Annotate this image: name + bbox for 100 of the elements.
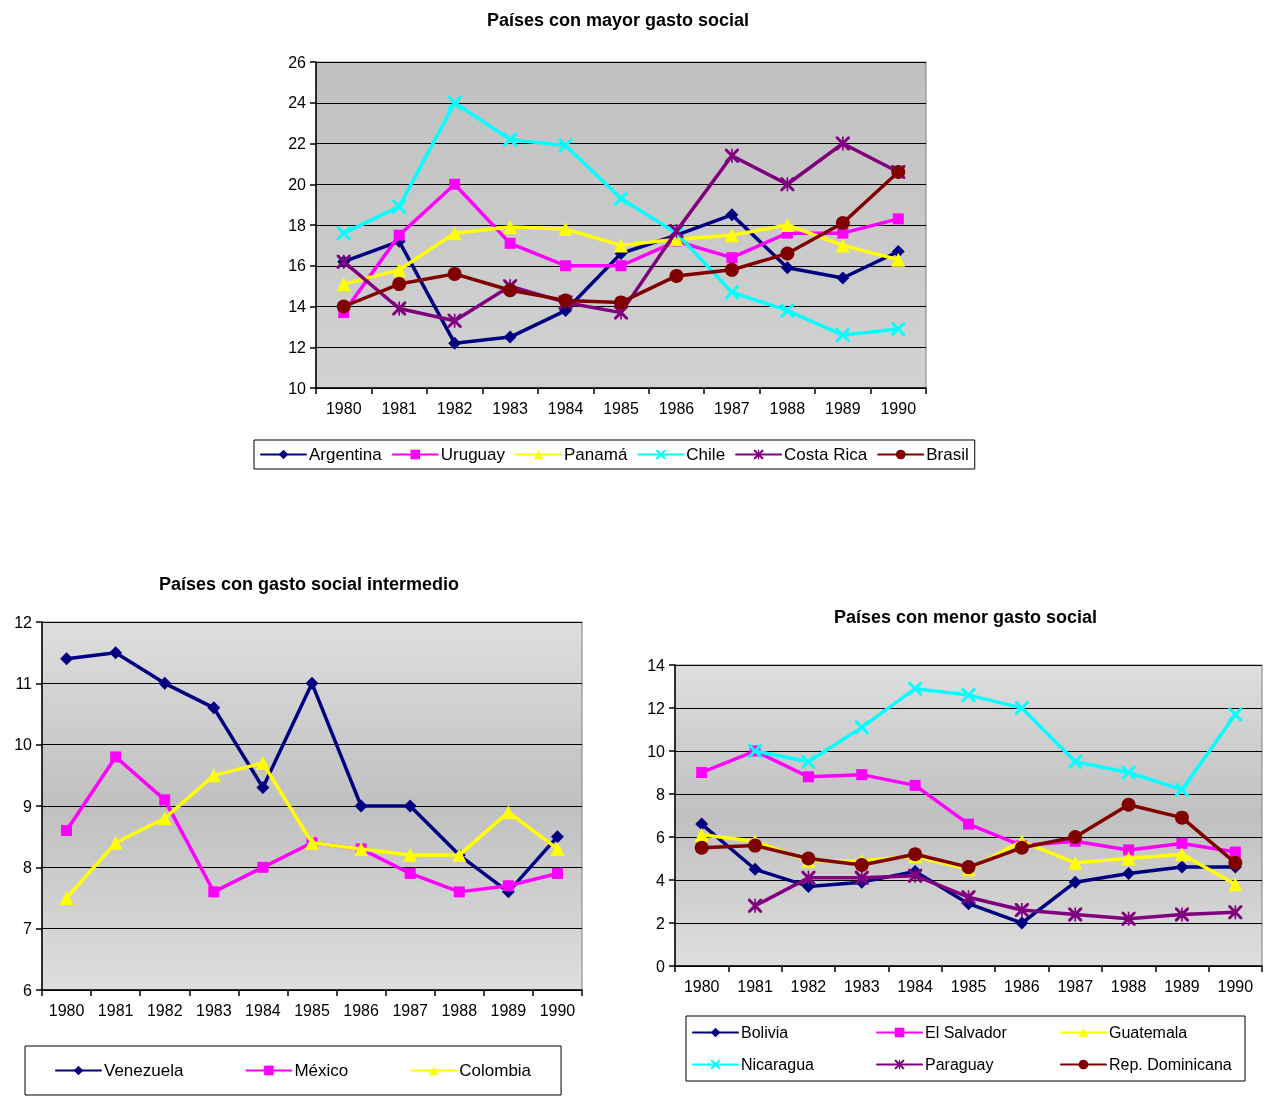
y-tick-label: 10 bbox=[288, 379, 307, 397]
point bbox=[801, 754, 816, 769]
y-tick-label: 4 bbox=[656, 871, 666, 889]
point bbox=[157, 811, 172, 826]
legend-label: Venezuela bbox=[104, 1061, 184, 1080]
x-tick-label: 1990 bbox=[539, 1001, 576, 1019]
y-tick-label: 14 bbox=[288, 298, 307, 315]
chart-title: Países con gasto social intermedio bbox=[158, 574, 460, 594]
point bbox=[1014, 903, 1029, 918]
point bbox=[963, 818, 974, 830]
point bbox=[550, 830, 564, 844]
point bbox=[801, 879, 815, 893]
point bbox=[336, 226, 351, 241]
y-tick-label: 12 bbox=[288, 338, 307, 356]
point bbox=[854, 857, 869, 872]
point bbox=[448, 336, 462, 350]
point bbox=[447, 266, 462, 281]
point bbox=[835, 215, 850, 230]
point bbox=[835, 136, 850, 151]
point bbox=[551, 867, 563, 879]
point bbox=[159, 794, 171, 806]
y-tick-label: 11 bbox=[15, 674, 33, 692]
point bbox=[1228, 707, 1243, 722]
x-tick-label: 1986 bbox=[343, 1001, 379, 1019]
point bbox=[856, 769, 868, 781]
point bbox=[336, 277, 351, 292]
point bbox=[891, 252, 906, 267]
y-tick-label: 12 bbox=[647, 699, 666, 717]
point bbox=[802, 771, 814, 783]
point bbox=[502, 880, 514, 892]
point bbox=[780, 261, 794, 275]
x-tick-label: 1981 bbox=[97, 1001, 134, 1019]
legend-label: Argentina bbox=[309, 445, 383, 464]
point bbox=[780, 246, 795, 261]
x-tick-label: 1990 bbox=[1217, 977, 1254, 995]
x-tick-label: 1988 bbox=[441, 1001, 478, 1019]
point bbox=[59, 891, 74, 905]
point bbox=[158, 676, 172, 690]
point bbox=[403, 799, 417, 813]
y-tick-label: 2 bbox=[656, 914, 666, 932]
point bbox=[1068, 907, 1083, 922]
point bbox=[110, 751, 122, 763]
point bbox=[615, 260, 627, 272]
x-tick-label: 1986 bbox=[658, 399, 695, 417]
y-tick-label: 8 bbox=[23, 858, 33, 876]
point bbox=[908, 681, 923, 696]
point bbox=[1014, 701, 1029, 715]
x-tick-label: 1984 bbox=[897, 977, 934, 995]
x-tick-label: 1980 bbox=[325, 399, 362, 417]
point bbox=[748, 898, 763, 913]
x-tick-label: 1983 bbox=[196, 1001, 232, 1019]
y-tick-label: 18 bbox=[288, 216, 307, 234]
point bbox=[550, 841, 565, 856]
point bbox=[354, 799, 368, 813]
x-tick-label: 1989 bbox=[490, 1001, 527, 1019]
point bbox=[447, 226, 462, 241]
point bbox=[854, 720, 869, 735]
point bbox=[961, 688, 976, 703]
point bbox=[694, 827, 709, 842]
y-tick-label: 12 bbox=[14, 613, 33, 631]
point bbox=[909, 779, 921, 791]
point bbox=[1068, 754, 1083, 769]
legend-label: Brasil bbox=[926, 445, 969, 464]
legend-label: Nicaragua bbox=[741, 1056, 815, 1073]
point bbox=[1174, 782, 1189, 797]
y-tick-label: 10 bbox=[14, 736, 33, 754]
y-tick-label: 0 bbox=[656, 957, 666, 975]
point bbox=[558, 222, 573, 237]
x-tick-label: 1988 bbox=[1110, 977, 1147, 995]
x-tick-label: 1982 bbox=[146, 1001, 183, 1019]
point bbox=[891, 321, 906, 336]
point bbox=[614, 238, 628, 253]
point bbox=[392, 277, 407, 292]
point bbox=[1228, 855, 1243, 870]
x-tick-label: 1989 bbox=[825, 399, 861, 417]
y-tick-label: 16 bbox=[288, 257, 307, 275]
point bbox=[1122, 867, 1136, 881]
x-tick-label: 1983 bbox=[492, 399, 528, 417]
point bbox=[1228, 905, 1243, 920]
y-tick-label: 8 bbox=[656, 785, 666, 803]
x-tick-label: 1982 bbox=[790, 977, 827, 995]
x-tick-label: 1980 bbox=[683, 977, 720, 995]
point bbox=[696, 767, 708, 778]
point bbox=[403, 848, 418, 863]
legend-label: El Salvador bbox=[925, 1024, 1008, 1041]
point bbox=[694, 840, 709, 855]
legend-label: Panamá bbox=[564, 445, 628, 464]
point bbox=[1174, 847, 1189, 862]
y-tick-label: 26 bbox=[288, 53, 307, 71]
legend-label: Costa Rica bbox=[784, 445, 868, 464]
point bbox=[255, 756, 270, 771]
x-tick-label: 1990 bbox=[880, 399, 917, 417]
point bbox=[392, 301, 407, 316]
point bbox=[1121, 765, 1136, 780]
x-tick-label: 1981 bbox=[381, 399, 418, 417]
point bbox=[835, 328, 850, 343]
point bbox=[614, 295, 628, 310]
chart-title: Países con mayor gasto social bbox=[486, 10, 750, 30]
y-tick-label: 9 bbox=[23, 797, 33, 815]
legend-label: Chile bbox=[686, 445, 726, 464]
